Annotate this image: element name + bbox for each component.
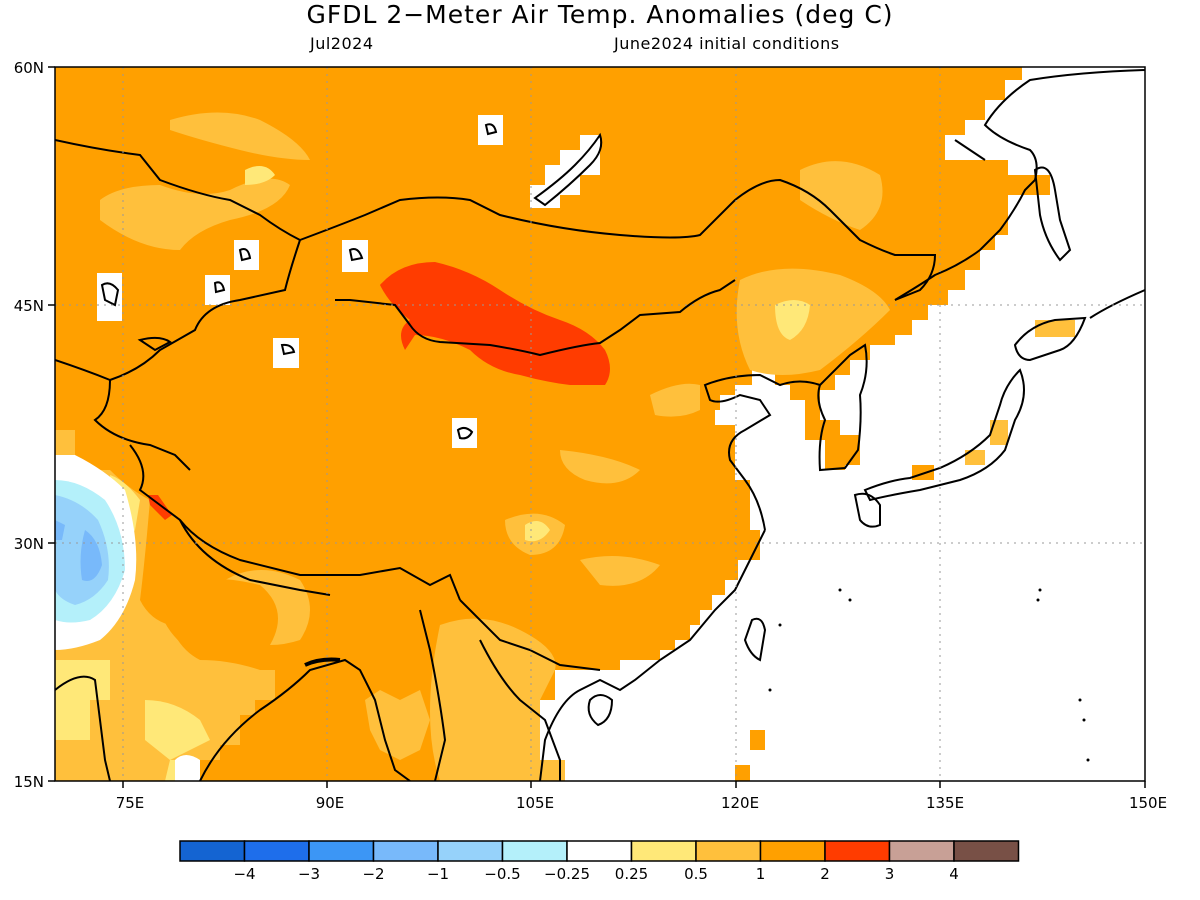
colorbar-swatch [759, 840, 826, 862]
colorbar-label: −2 [362, 865, 384, 883]
lon-label: 75E [116, 794, 145, 812]
border-russia-mongolia [299, 178, 937, 301]
lon-label: 90E [316, 794, 345, 812]
lake-cutout [205, 275, 230, 305]
initial-conditions-label: June2024 initial conditions [614, 34, 840, 53]
colorbar-swatch [243, 840, 310, 862]
colorbar-label: −0.25 [544, 865, 590, 883]
border-central-asia [55, 359, 191, 471]
lake-small [348, 248, 364, 262]
colorbar-swatch [437, 840, 504, 862]
island-taiwan [743, 617, 767, 662]
anomaly-region-minus2-to-minus1 [80, 530, 102, 581]
anomaly-region-near-zero [175, 755, 200, 781]
colorbar-swatch [179, 840, 246, 862]
border-laos-vietnam [479, 639, 561, 781]
anomaly-region-1-to-2 [155, 578, 278, 654]
lake-small [280, 343, 296, 356]
colorbar-label: −3 [298, 865, 320, 883]
colorbar-label: 0.25 [615, 865, 648, 883]
colorbar-swatch [566, 840, 633, 862]
lat-label: 15N [14, 773, 44, 791]
lon-label: 150E [1129, 794, 1167, 812]
colorbar-label: 0.5 [684, 865, 708, 883]
anomaly-field [55, 67, 1075, 781]
lon-label: 120E [721, 794, 759, 812]
lon-label: 135E [926, 794, 964, 812]
island-hokkaido [1013, 316, 1087, 362]
colorbar-label: −1 [427, 865, 449, 883]
border-mongolia-china [335, 279, 736, 357]
coast-ganges-delta [304, 657, 341, 667]
lat-label: 30N [14, 535, 44, 553]
border-china-india [129, 444, 461, 601]
lake-qinghai-cutout [452, 418, 477, 448]
lat-label: 60N [14, 59, 44, 77]
latitude-labels: 60N 45N 30N 15N [14, 59, 44, 791]
lake-cutout [342, 240, 368, 272]
colorbar-swatch [824, 840, 891, 862]
lake-balkhash [100, 282, 120, 307]
lake-cutout [478, 115, 503, 145]
forecast-month: Jul2024 [310, 34, 374, 53]
border-russia-kazakhstan [55, 139, 301, 241]
border-kazakhstan-china [109, 239, 301, 381]
colorbar-swatch [630, 840, 697, 862]
coast-small [954, 139, 986, 161]
lake-baikal [533, 132, 603, 207]
colorbar-label: 1 [756, 865, 766, 883]
lat-label: 45N [14, 297, 44, 315]
anomaly-region-2-to-3 [380, 262, 610, 385]
lake-cutout [234, 240, 259, 270]
island-kyushu [853, 492, 881, 528]
colorbar-swatch [695, 840, 762, 862]
colorbar-swatch [953, 840, 1020, 862]
lon-label: 105E [516, 794, 554, 812]
coast-kuril [1089, 289, 1145, 319]
coast-korea [817, 343, 868, 472]
colorbar: −4 −3 −2 −1 −0.5 −0.25 0.25 0.5 1 2 3 4 [179, 840, 1020, 883]
island-hainan [587, 694, 614, 727]
lake-balkhash-cutout [97, 273, 122, 321]
colorbar-label: 3 [885, 865, 895, 883]
lake-qinghai [456, 426, 474, 440]
coast-bay-of-bengal [199, 658, 411, 781]
graticule [55, 67, 1145, 781]
longitude-labels: 75E 90E 105E 120E 135E 150E [116, 794, 1167, 812]
small-islands [768, 588, 1090, 762]
colorbar-label: 4 [949, 865, 959, 883]
colorbar-swatch [372, 840, 439, 862]
colorbar-label: −0.5 [484, 865, 520, 883]
axis-ticks [48, 66, 1146, 788]
border-china-southeast-asia [459, 599, 601, 671]
lake-small [238, 248, 252, 262]
lake-small [213, 281, 226, 294]
lake-small [484, 123, 498, 136]
lake-issyk-kul [137, 336, 172, 352]
border-nepal [179, 519, 331, 596]
coast-indochina [539, 529, 766, 781]
anomaly-region-minus2-to-minus1 [55, 520, 65, 540]
island-sakhalin [1033, 166, 1072, 262]
colorbar-swatch [501, 840, 568, 862]
coast-russia-far-east [894, 69, 1145, 301]
border-myanmar-thailand [419, 609, 447, 781]
map-title: GFDL 2−Meter Air Temp. Anomalies (deg C) [306, 0, 894, 29]
coast-china-east [703, 373, 821, 531]
map-frame [54, 66, 1146, 782]
colorbar-swatch [308, 840, 375, 862]
coast-india-west [55, 675, 111, 781]
coastlines-borders [55, 69, 1145, 781]
colorbar-swatch [888, 840, 955, 862]
colorbar-label: −4 [233, 865, 255, 883]
colorbar-label: 2 [820, 865, 830, 883]
